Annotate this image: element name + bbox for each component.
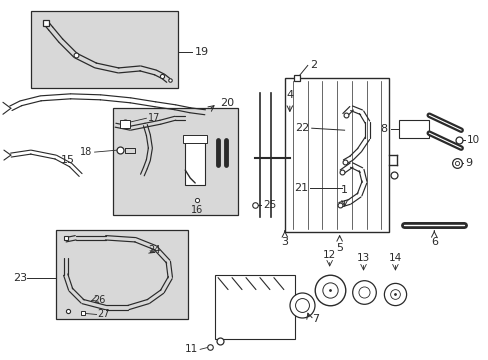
Text: 8: 8 <box>380 124 386 134</box>
Bar <box>56 230 188 319</box>
Text: 22: 22 <box>295 123 309 133</box>
Text: 7: 7 <box>311 314 318 324</box>
Text: 11: 11 <box>184 345 198 354</box>
Text: 25: 25 <box>263 200 276 210</box>
Text: 9: 9 <box>464 158 471 168</box>
Text: 17: 17 <box>148 113 161 123</box>
Bar <box>285 78 388 232</box>
Text: 20: 20 <box>220 98 234 108</box>
Bar <box>112 108 238 215</box>
Text: 18: 18 <box>80 147 92 157</box>
Text: 26: 26 <box>93 294 106 305</box>
Text: 6: 6 <box>430 237 437 247</box>
Text: 5: 5 <box>335 243 343 253</box>
Bar <box>183 135 207 143</box>
Text: 19: 19 <box>195 48 209 58</box>
Bar <box>185 140 205 185</box>
Bar <box>215 275 294 339</box>
Text: 16: 16 <box>191 205 203 215</box>
Text: 24: 24 <box>148 245 161 255</box>
Text: 23: 23 <box>13 273 27 283</box>
Text: 1: 1 <box>341 185 347 195</box>
Text: 15: 15 <box>61 155 75 165</box>
Text: 13: 13 <box>356 253 369 263</box>
Text: 27: 27 <box>98 310 110 319</box>
Text: 3: 3 <box>281 237 288 247</box>
Bar <box>31 11 178 88</box>
Text: 10: 10 <box>466 135 479 145</box>
Text: 14: 14 <box>388 253 401 263</box>
Text: 21: 21 <box>293 183 307 193</box>
Text: 12: 12 <box>323 250 336 260</box>
Bar <box>399 120 428 138</box>
Bar <box>120 120 130 128</box>
Text: 4: 4 <box>285 90 293 100</box>
Text: 2: 2 <box>309 60 316 71</box>
